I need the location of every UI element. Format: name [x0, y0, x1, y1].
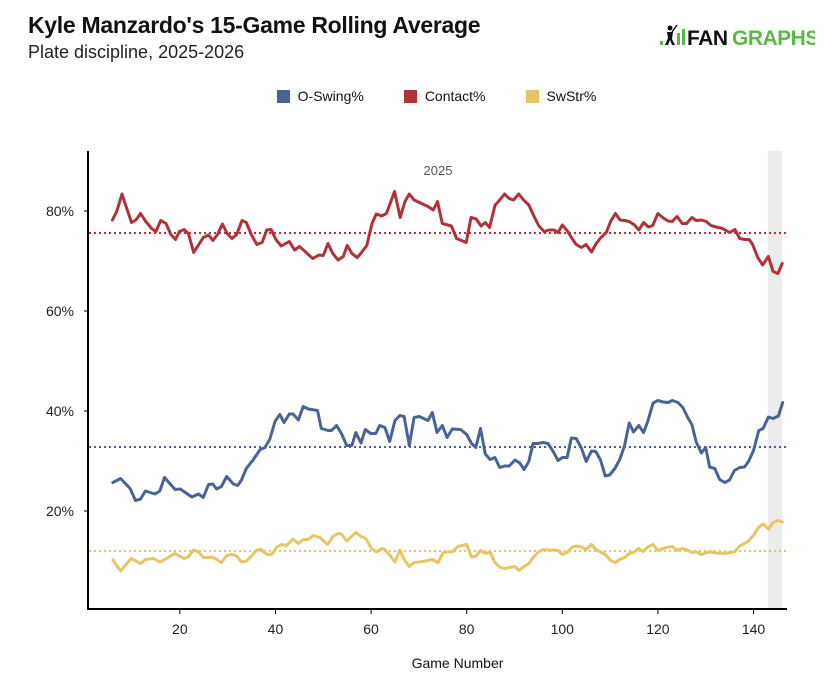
y-tick-label: 80% [46, 203, 74, 219]
legend-item-o-swing: O-Swing% [276, 88, 364, 104]
x-tick-label: 20 [172, 621, 188, 637]
y-tick-label: 60% [46, 303, 74, 319]
chart-title: Kyle Manzardo's 15-Game Rolling Average [28, 12, 481, 38]
legend-label-swstr: SwStr% [546, 88, 597, 104]
legend-swatch-contact [403, 89, 417, 103]
chart-subtitle: Plate discipline, 2025-2026 [28, 42, 245, 62]
x-tick-label: 120 [646, 621, 670, 637]
legend-label-o-swing: O-Swing% [297, 88, 364, 104]
svg-text:FAN: FAN [687, 27, 728, 50]
svg-text:GRAPHS: GRAPHS [732, 27, 815, 50]
legend-item-contact: Contact% [403, 88, 486, 104]
series-line-o-swing [111, 399, 785, 502]
season-label: 2025 [424, 163, 453, 178]
legend-item-swstr: SwStr% [525, 88, 597, 104]
legend: O-Swing% Contact% SwStr% [0, 88, 833, 104]
x-tick-label: 80 [459, 621, 475, 637]
fangraphs-logo: FAN GRAPHS [660, 24, 820, 55]
legend-swatch-o-swing [276, 89, 290, 103]
legend-label-contact: Contact% [424, 88, 486, 104]
fangraphs-logo-icon: FAN GRAPHS [660, 24, 820, 50]
x-tick-label: 40 [268, 621, 284, 637]
x-tick-label: 140 [742, 621, 766, 637]
series-line-contact [110, 190, 784, 275]
series-line-swstr [111, 519, 784, 573]
y-tick-label: 20% [46, 503, 74, 519]
x-tick-label: 60 [363, 621, 379, 637]
y-tick-label: 40% [46, 403, 74, 419]
x-axis-label: Game Number [411, 655, 504, 671]
shaded-region [767, 151, 783, 609]
legend-swatch-swstr [525, 89, 539, 103]
x-tick-label: 100 [551, 621, 575, 637]
